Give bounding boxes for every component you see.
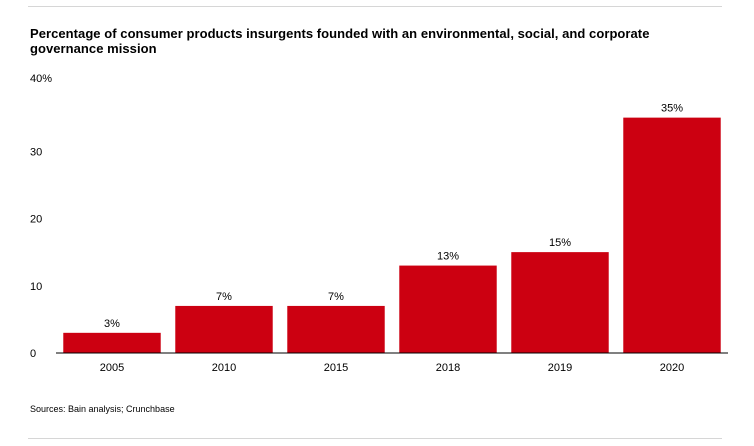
- y-tick-label: 40%: [30, 73, 52, 85]
- bar-2010: [175, 305, 273, 353]
- data-label: 35%: [661, 103, 683, 115]
- x-axis: 2005 2010 2015 2018 2019 2020: [56, 352, 728, 374]
- bottom-divider: [28, 438, 722, 439]
- top-divider: [28, 6, 722, 7]
- y-tick-label: 30: [30, 146, 42, 158]
- x-tick-label: 2020: [660, 362, 684, 374]
- x-tick-label: 2010: [212, 362, 236, 374]
- x-tick-label: 2005: [100, 362, 124, 374]
- source-note: Sources: Bain analysis; Crunchbase: [30, 404, 175, 414]
- bars: 3% 7% 7% 13% 15% 35%: [63, 103, 721, 353]
- bar-2005: [63, 332, 161, 353]
- y-tick-label: 10: [30, 281, 42, 293]
- chart-title: Percentage of consumer products insurgen…: [30, 26, 650, 56]
- bar-2018: [399, 265, 497, 353]
- y-axis: 0 10 20 30 40%: [30, 73, 52, 360]
- bar-2019: [511, 252, 609, 353]
- data-label: 7%: [216, 291, 232, 303]
- data-label: 3%: [104, 318, 120, 330]
- x-tick-label: 2015: [324, 362, 348, 374]
- y-tick-label: 0: [30, 348, 36, 360]
- data-label: 13%: [437, 251, 459, 263]
- x-tick-label: 2019: [548, 362, 572, 374]
- data-label: 7%: [328, 291, 344, 303]
- bar-2015: [287, 305, 385, 353]
- data-label: 15%: [549, 237, 571, 249]
- x-tick-label: 2018: [436, 362, 460, 374]
- bar-2020: [623, 117, 721, 353]
- y-tick-label: 20: [30, 214, 42, 226]
